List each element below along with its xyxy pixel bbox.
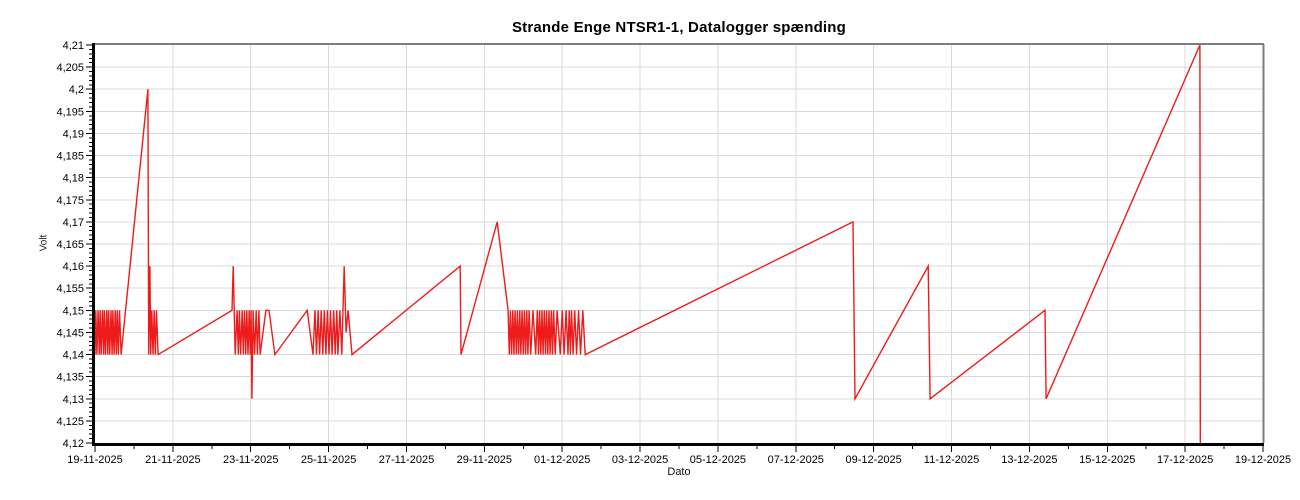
y-tick-label: 4,175 bbox=[56, 195, 84, 207]
x-tick-label: 01-12-2025 bbox=[534, 454, 590, 466]
y-tick-label: 4,135 bbox=[56, 372, 84, 384]
y-tick-label: 4,17 bbox=[63, 217, 84, 229]
y-tick-label: 4,205 bbox=[56, 62, 84, 74]
y-tick-label: 4,2 bbox=[69, 84, 84, 96]
y-tick-label: 4,14 bbox=[63, 350, 84, 362]
x-tick-label: 19-11-2025 bbox=[67, 454, 122, 466]
x-tick-label: 09-12-2025 bbox=[846, 454, 902, 466]
y-tick-label: 4,195 bbox=[56, 106, 84, 118]
x-tick-label: 07-12-2025 bbox=[768, 454, 824, 466]
axis-ticks bbox=[86, 44, 1264, 452]
y-tick-label: 4,125 bbox=[56, 416, 84, 428]
y-tick-label: 4,18 bbox=[63, 173, 84, 185]
y-tick-label: 4,165 bbox=[56, 239, 84, 251]
y-tick-label: 4,12 bbox=[63, 438, 84, 450]
y-tick-label: 4,15 bbox=[63, 305, 84, 317]
x-tick-label: 21-11-2025 bbox=[145, 454, 200, 466]
x-tick-labels: 19-11-2025 21-11-2025 23-11-2025 25-11-2025… bbox=[67, 454, 1291, 466]
x-tick-label: 11-12-2025 bbox=[924, 454, 979, 466]
y-tick-label: 4,145 bbox=[56, 327, 84, 339]
x-tick-label: 05-12-2025 bbox=[690, 454, 746, 466]
y-tick-label: 4,19 bbox=[63, 128, 84, 140]
gridlines bbox=[95, 45, 1263, 443]
x-tick-label: 17-12-2025 bbox=[1157, 454, 1213, 466]
chart-title: Strande Enge NTSR1-1, Datalogger spændin… bbox=[511, 19, 847, 36]
x-tick-label: 29-11-2025 bbox=[457, 454, 512, 466]
x-tick-label: 15-12-2025 bbox=[1079, 454, 1135, 466]
x-tick-label: 13-12-2025 bbox=[1001, 454, 1057, 466]
x-tick-label: 25-11-2025 bbox=[301, 454, 356, 466]
x-tick-label: 23-11-2025 bbox=[223, 454, 278, 466]
y-tick-label: 4,21 bbox=[63, 40, 84, 52]
x-tick-label: 27-11-2025 bbox=[379, 454, 434, 466]
x-tick-label: 03-12-2025 bbox=[612, 454, 668, 466]
y-tick-label: 4,185 bbox=[56, 151, 84, 163]
y-tick-label: 4,16 bbox=[63, 261, 84, 273]
data-line-voltage bbox=[94, 44, 1202, 444]
x-tick-label: 19-12-2025 bbox=[1235, 454, 1291, 466]
y-tick-label: 4,13 bbox=[63, 394, 84, 406]
x-axis-title: Dato bbox=[667, 466, 691, 478]
y-tick-labels: 4,21 4,205 4,2 4,195 4,19 4,185 4,18 4,175 4,17 4… bbox=[56, 40, 84, 450]
y-tick-label: 4,155 bbox=[56, 283, 84, 295]
